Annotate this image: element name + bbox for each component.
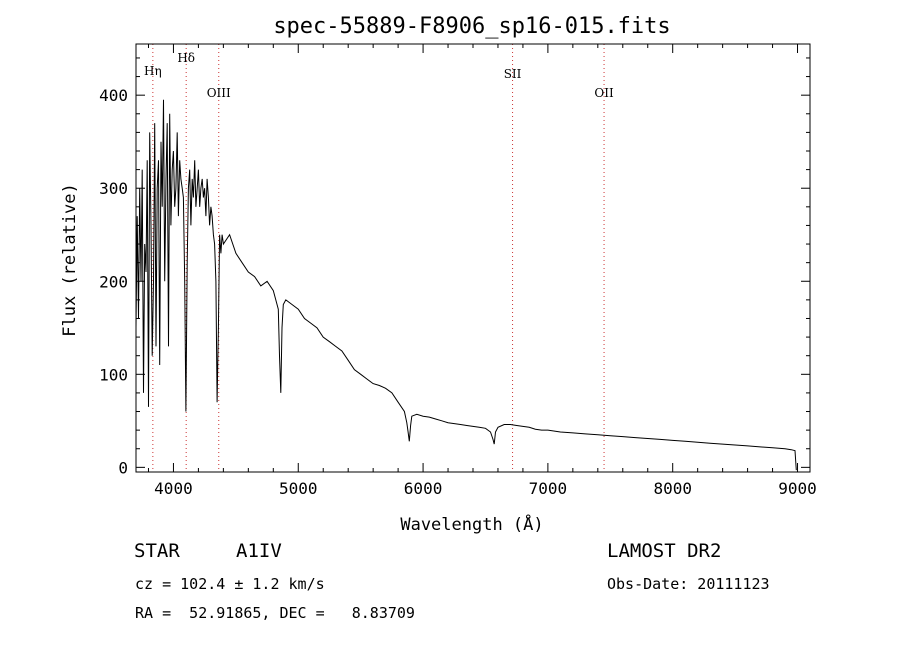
y-axis-label: Flux (relative) [60, 183, 80, 337]
chart-title: spec-55889-F8906_sp16-015.fits [273, 14, 670, 39]
x-tick-label: 7000 [529, 479, 568, 498]
obs-date-text: Obs-Date: 20111123 [607, 575, 770, 593]
axes: 4000 5000 6000 7000 8000 9000 0 100 200 300 400 [99, 43, 817, 498]
spectral-line-label: OIII [207, 86, 231, 100]
x-tick-label: 9000 [778, 479, 817, 498]
spectral-line-markers: Hη Hδ OIII SII OII [144, 44, 614, 472]
spectral-class: A1IV [236, 540, 282, 562]
spectrum-line [136, 99, 797, 471]
spectral-line-label: SII [504, 67, 522, 81]
y-tick-label: 100 [99, 365, 128, 384]
x-tick-label: 5000 [279, 479, 318, 498]
y-tick-label: 200 [99, 272, 128, 291]
coords-text: RA = 52.91865, DEC = 8.83709 [135, 604, 415, 622]
x-axis-label: Wavelength (Å) [400, 513, 543, 535]
survey-name: LAMOST DR2 [607, 540, 722, 562]
spectral-line-label: Hδ [177, 51, 195, 65]
redshift-text: cz = 102.4 ± 1.2 km/s [135, 575, 325, 593]
plot-frame [135, 43, 811, 473]
y-tick-label: 300 [99, 179, 128, 198]
x-tick-label: 4000 [154, 479, 193, 498]
spectral-line-label: OII [594, 86, 614, 100]
y-tick-label: 400 [99, 86, 128, 105]
x-tick-label: 8000 [653, 479, 692, 498]
y-tick-label: 0 [118, 458, 128, 477]
x-tick-label: 6000 [404, 479, 443, 498]
object-type: STAR [134, 540, 180, 562]
spectral-line-label: Hη [144, 64, 162, 78]
